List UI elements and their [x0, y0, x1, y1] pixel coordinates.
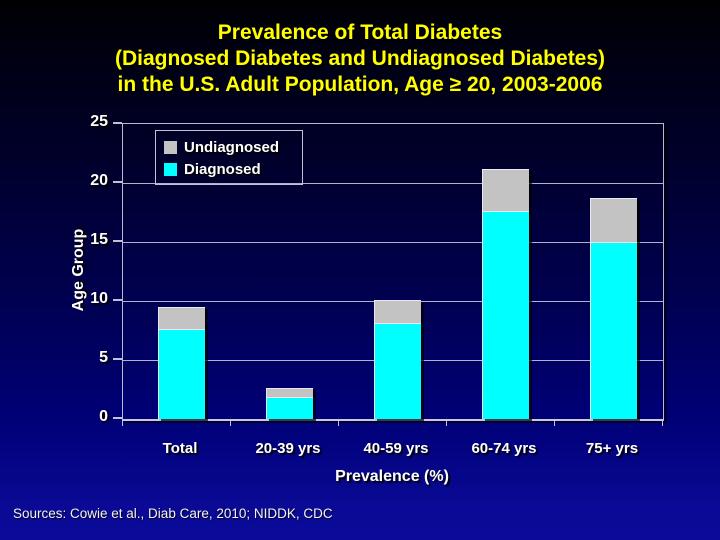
legend: Undiagnosed Diagnosed — [155, 130, 303, 185]
x-category-label-40-59-yrs: 40-59 yrs — [363, 440, 429, 457]
y-tick-label-15: 15 — [90, 231, 108, 248]
legend-label-undiagnosed: Undiagnosed — [184, 138, 280, 156]
x-axis-title: Prevalence (%) — [335, 468, 449, 485]
x-category-label-20-39-yrs: 20-39 yrs — [255, 440, 321, 457]
bar-75-yrs-segment-diagnosed — [589, 242, 637, 419]
x-tick-mark-4 — [554, 421, 555, 426]
y-tick-label-25: 25 — [90, 113, 108, 130]
x-tick-mark-5 — [662, 421, 663, 426]
y-tick-mark-10 — [113, 299, 122, 301]
source-text: Sources: Cowie et al., Diab Care, 2010; … — [13, 506, 333, 521]
bar-60-74-yrs-segment-undiagnosed — [481, 168, 529, 212]
y-tick-label-10: 10 — [90, 290, 108, 307]
gridline-20 — [123, 182, 663, 184]
x-category-label-total: Total — [162, 440, 198, 457]
y-tick-label-5: 5 — [99, 349, 108, 366]
y-tick-mark-15 — [113, 240, 122, 242]
chart-title-line-3: in the U.S. Adult Population, Age ≥ 20, … — [117, 73, 603, 96]
y-tick-mark-0 — [113, 417, 122, 419]
plot-area — [122, 123, 664, 421]
chart-title: Prevalence of Total Diabetes (Diagnosed … — [0, 20, 720, 98]
legend-swatch-undiagnosed — [164, 140, 177, 154]
x-category-label-75-yrs: 75+ yrs — [585, 440, 639, 457]
bar-75-yrs-segment-undiagnosed — [589, 198, 637, 242]
bar-total-segment-undiagnosed — [157, 306, 205, 330]
x-tick-mark-2 — [338, 421, 339, 426]
bar-20-39-yrs-segment-undiagnosed — [265, 388, 313, 397]
legend-row-undiagnosed: Undiagnosed — [164, 136, 302, 158]
bar-60-74-yrs — [481, 168, 529, 419]
y-tick-mark-5 — [113, 358, 122, 360]
x-tick-mark-1 — [230, 421, 231, 426]
y-tick-label-20: 20 — [90, 172, 108, 189]
gridline-15 — [123, 241, 663, 243]
y-tick-mark-20 — [113, 181, 122, 183]
x-tick-mark-0 — [122, 421, 123, 426]
legend-row-diagnosed: Diagnosed — [164, 158, 302, 180]
legend-swatch-diagnosed — [164, 162, 177, 176]
x-category-label-60-74-yrs: 60-74 yrs — [471, 440, 537, 457]
chart-title-line-1: Prevalence of Total Diabetes — [217, 21, 503, 44]
legend-label-diagnosed: Diagnosed — [184, 160, 261, 178]
y-tick-label-0: 0 — [99, 408, 108, 425]
bar-40-59-yrs — [373, 299, 421, 419]
x-tick-mark-3 — [446, 421, 447, 426]
bar-20-39-yrs-segment-diagnosed — [265, 396, 313, 419]
bar-75-yrs — [589, 198, 637, 419]
bar-20-39-yrs — [265, 388, 313, 419]
chart-title-line-2: (Diagnosed Diabetes and Undiagnosed Diab… — [114, 47, 606, 70]
bar-60-74-yrs-segment-diagnosed — [481, 211, 529, 419]
bar-total — [157, 306, 205, 419]
bar-total-segment-diagnosed — [157, 329, 205, 419]
bar-40-59-yrs-segment-diagnosed — [373, 323, 421, 419]
bar-40-59-yrs-segment-undiagnosed — [373, 299, 421, 324]
y-tick-mark-25 — [113, 122, 122, 124]
